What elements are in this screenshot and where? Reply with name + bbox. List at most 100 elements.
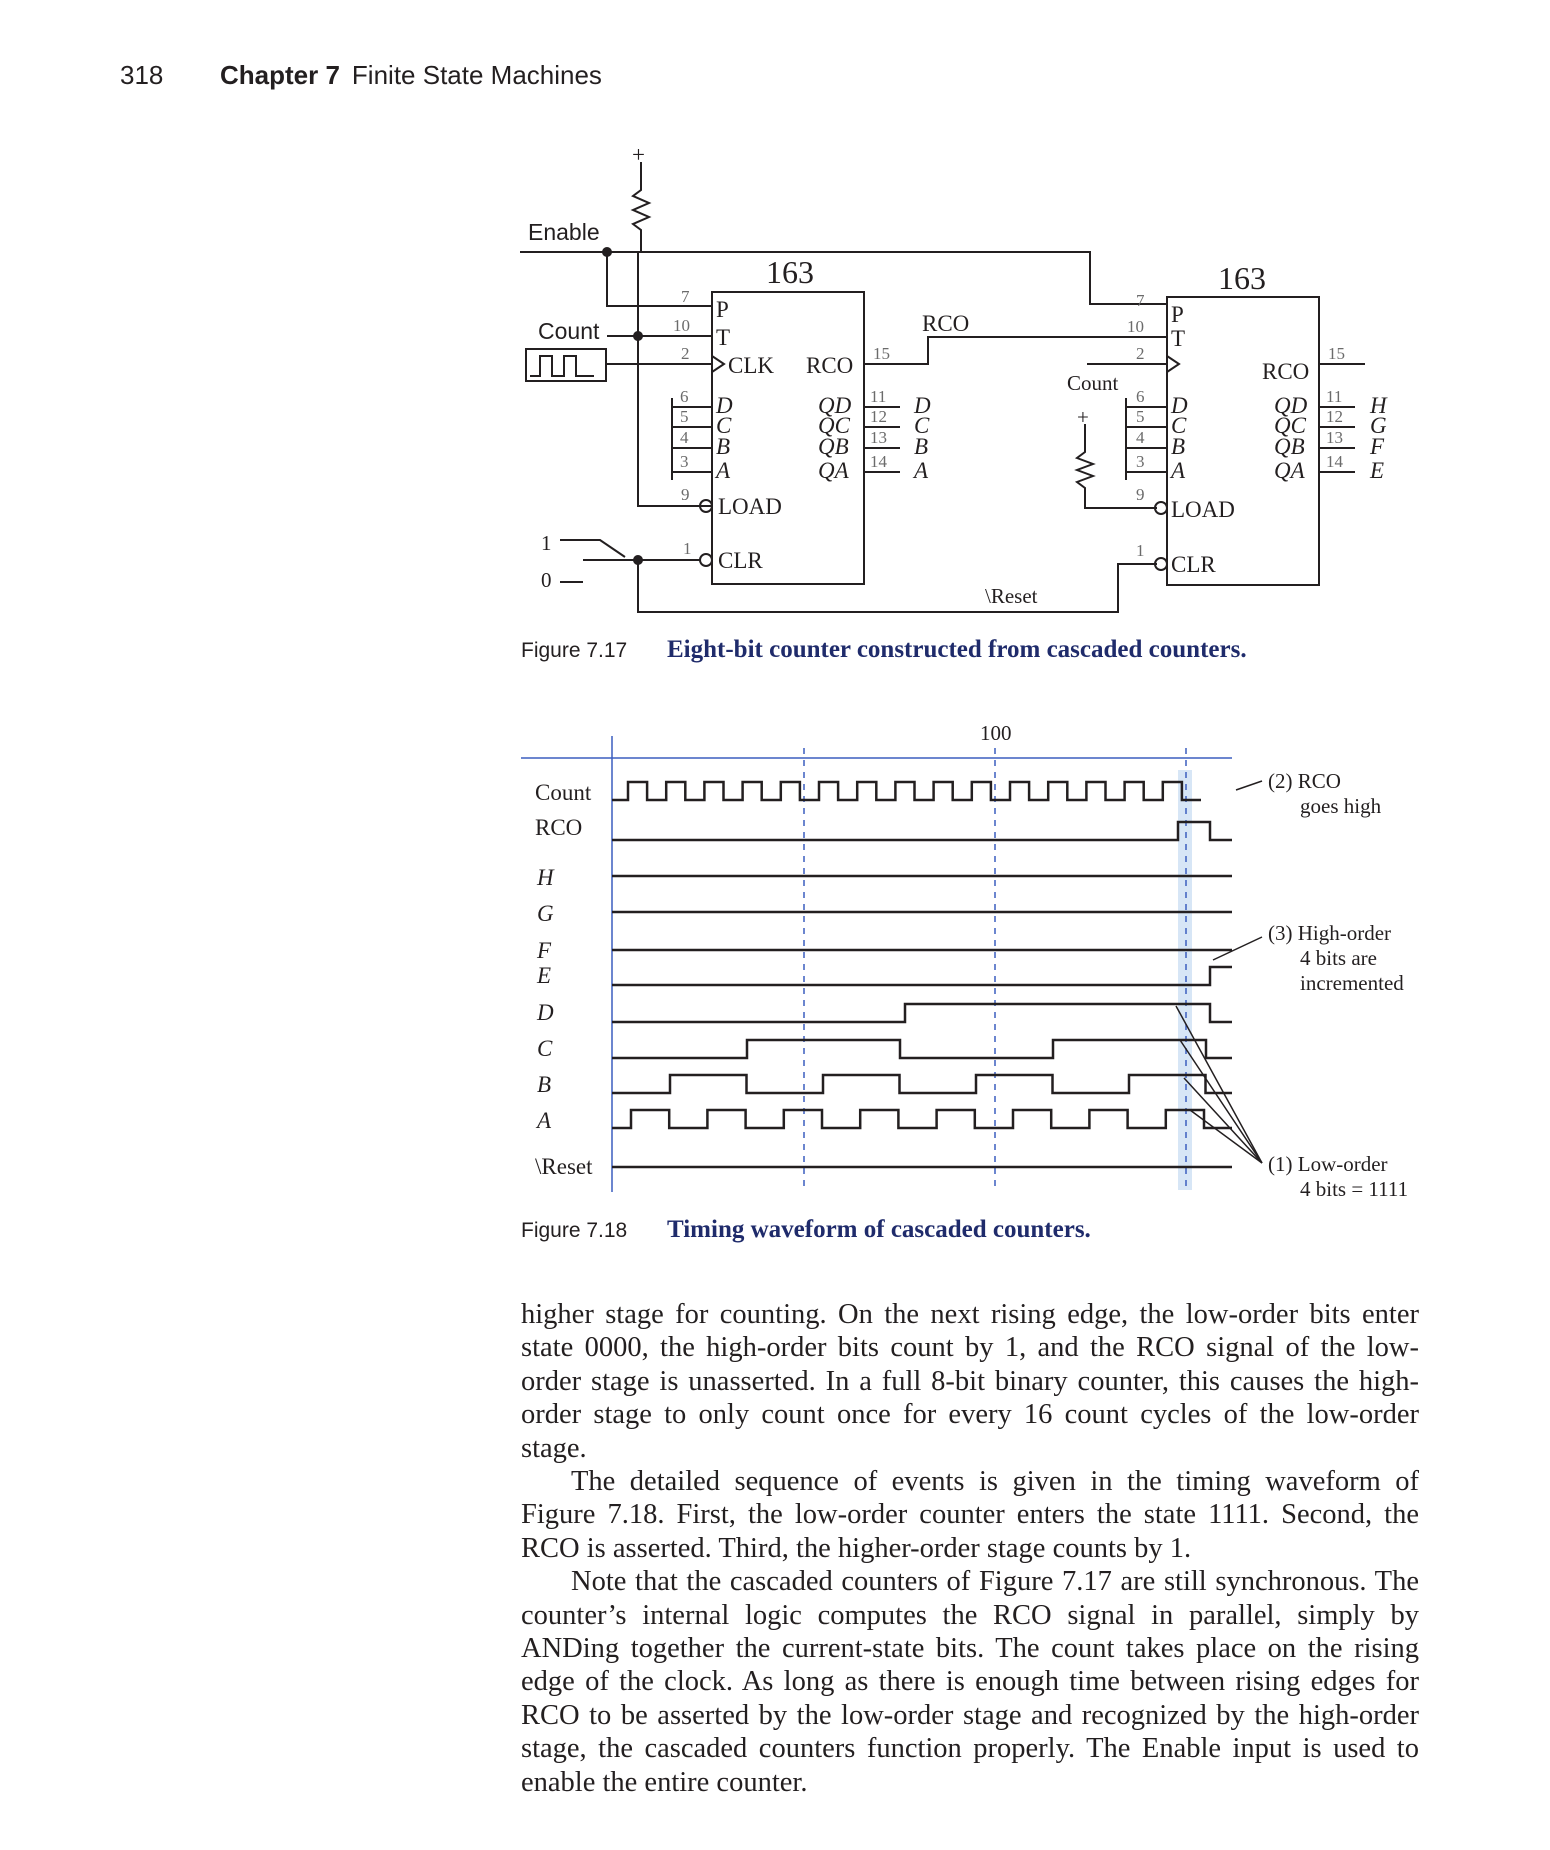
chip1-a: A [714,458,731,483]
chapter-label: Chapter 7 [220,60,340,90]
signal-label-4: G [537,901,554,926]
paragraph-3-text: Note that the cascaded counters of Figur… [521,1566,1419,1765]
chip2-rco: RCO [1262,359,1309,384]
annotation-3-leader [1212,936,1263,961]
reset-switch [560,539,626,558]
out2-h: H [1369,393,1388,418]
pin-5-b: 5 [1136,407,1145,426]
annotation-1-arrow-c [1179,1039,1263,1164]
chip-high-order [1166,296,1320,586]
chip1-qa: QA [818,458,850,483]
figure-7-18-caption: Figure 7.18 Timing waveform of cascaded c… [521,1216,1091,1244]
pin-11-b: 11 [1326,387,1342,406]
waveform-e [612,965,1232,987]
signal-label-2: RCO [535,815,582,840]
chip2-qa: QA [1274,458,1306,483]
figure-7-17-number: Figure 7.17 [521,639,628,662]
chip-label-1: 163 [766,254,814,290]
signal-label-6: E [536,963,551,988]
chip2-load: LOAD [1171,497,1235,522]
pin-2-b: 2 [1136,344,1145,363]
paragraph-3-tail: The Enable input is used to enable the e… [521,1733,1419,1798]
pin-12-b: 12 [1326,407,1343,426]
paragraph-2: The detailed sequence of events is given… [521,1466,1419,1564]
pin-15-b: 15 [1328,344,1345,363]
pin-10-b: 10 [1127,317,1144,336]
pin-14-b: 14 [1326,452,1344,471]
chip1-qd: QD [818,393,852,418]
waveform-rco [612,820,1232,842]
chip1-rco: RCO [806,353,853,378]
label-enable: Enable [528,219,600,245]
waveform-d [612,1002,1232,1024]
chip1-load: LOAD [718,494,782,519]
waveform-count [612,780,1201,802]
figure-7-18-number: Figure 7.18 [521,1219,628,1242]
signal-label-9: B [537,1072,551,1097]
figure-7-17-schematic: Enable Count + 163 163 RCO \Reset Count … [520,142,1388,613]
signal-label-3: H [536,865,555,890]
figure-7-17-caption: Figure 7.17 Eight-bit counter constructed… [521,636,1247,664]
chip2-clr: CLR [1171,552,1216,577]
pin-4-a: 4 [680,428,689,447]
label-one: 1 [541,531,552,555]
pin-12-a: 12 [870,407,887,426]
annotation-1-arrow-a [1189,1109,1263,1164]
label-reset-wire: \Reset [985,584,1038,608]
out1-c: C [914,413,930,438]
paragraph-3: Note that the cascaded counters of Figur… [521,1565,1419,1799]
label-count: Count [538,318,600,344]
annotation-1-line-1: (1) Low-order [1268,1152,1388,1176]
annotation-1-line-2: 4 bits = 1111 [1300,1177,1408,1201]
chip1-p: P [716,297,729,322]
out2-f: F [1369,434,1385,459]
pin-3-a: 3 [680,452,689,471]
chip1-d: D [715,393,733,418]
pin-11-a: 11 [870,387,886,406]
pin-6-a: 6 [680,387,689,406]
pin-9-a: 9 [681,485,690,504]
out2-g: G [1370,413,1387,438]
chip-low-order [711,291,865,585]
chip2-c: C [1171,413,1187,438]
pin-15-a: 15 [873,344,890,363]
annotation-1-arrow-b [1183,1077,1263,1164]
annotation-3-line-2: 4 bits are [1300,946,1377,970]
chip2-qb: QB [1274,434,1305,459]
annotation-1-arrow-d [1175,1005,1263,1164]
chip2-p: P [1171,302,1184,327]
pin-7-b: 7 [1136,291,1145,310]
waveform-a [612,1108,1232,1130]
chip1-b: B [716,434,730,459]
label-plus: + [632,142,645,167]
signal-label-7: D [536,1000,554,1025]
chip1-qb: QB [818,434,849,459]
chapter-title: Finite State Machines [351,60,602,90]
pin-1-a: 1 [683,539,692,558]
body-text: higher stage for counting. On the next r… [521,1298,1419,1799]
chip2-a: A [1169,458,1186,483]
annotation-3-line-3: incremented [1300,971,1404,995]
chip2-b: B [1171,434,1185,459]
annotation-2-leader [1235,780,1263,791]
pin-13-b: 13 [1326,428,1343,447]
figure-7-18-title: Timing waveform of cascaded counters. [667,1216,1091,1243]
label-zero: 0 [541,568,552,592]
waveform-b [612,1073,1232,1095]
annotation-2-line-2: goes high [1300,794,1382,818]
pin-14-a: 14 [870,452,888,471]
label-plus-2: + [1077,405,1089,429]
signal-label-1: Count [535,780,592,805]
pin-6-b: 6 [1136,387,1145,406]
chip1-clk: CLK [728,353,774,378]
page-header: 318 Chapter 7 Finite State Machines [120,60,602,91]
chip2-t: T [1171,326,1185,351]
chip1-qc: QC [818,413,851,438]
pin-4-b: 4 [1136,428,1145,447]
figure-7-17-title: Eight-bit counter constructed from casca… [667,636,1247,663]
chip2-d: D [1170,393,1188,418]
chip-label-2: 163 [1218,260,1266,296]
signal-label-10: A [535,1108,552,1133]
annotation-2-line-1: (2) RCO [1268,769,1341,793]
